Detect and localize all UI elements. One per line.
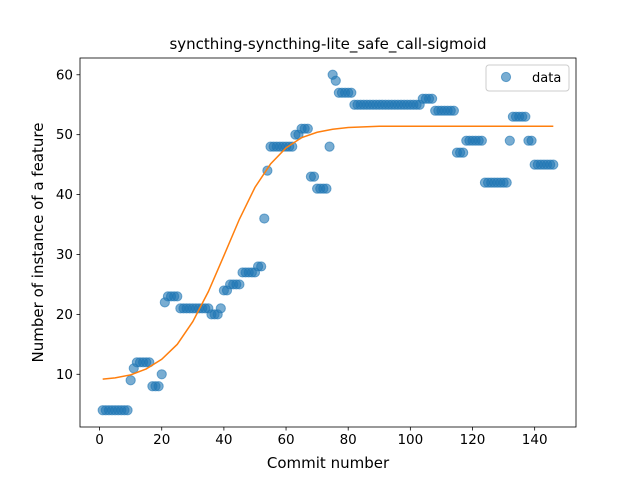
y-axis: 10 20 30 40 50 60 — [56, 67, 80, 383]
data-point — [215, 303, 226, 314]
data-point — [427, 93, 438, 104]
y-axis-label: Number of instance of a feature — [29, 123, 47, 363]
x-tick-label: 60 — [277, 432, 294, 448]
x-tick-label: 140 — [522, 432, 548, 448]
y-tick-label: 40 — [56, 187, 73, 203]
data-point — [125, 375, 136, 386]
data-point — [308, 171, 320, 182]
data-point — [256, 261, 267, 272]
y-tick-label: 30 — [56, 247, 73, 263]
x-tick-label: 40 — [215, 432, 232, 448]
data-point — [259, 213, 270, 224]
y-tick-label: 50 — [56, 127, 73, 143]
data-point — [302, 123, 313, 134]
legend-box — [485, 64, 570, 92]
x-tick-label: 20 — [153, 432, 170, 448]
chart-title: syncthing-syncthing-lite_safe_call-sigmo… — [169, 35, 486, 54]
plot-frame — [79, 57, 577, 428]
x-axis: 0 20 40 60 80 100 120 140 — [95, 427, 548, 448]
data-series — [97, 69, 559, 416]
y-tick-label: 10 — [56, 367, 73, 383]
data-point — [526, 135, 537, 146]
data-point — [548, 159, 559, 170]
y-tick-label: 60 — [56, 67, 73, 83]
data-point — [172, 291, 183, 302]
legend-marker — [500, 71, 512, 83]
legend-label: data — [532, 71, 561, 86]
x-axis-label: Commit number — [267, 454, 390, 472]
data-point — [156, 369, 167, 380]
data-point — [501, 177, 512, 188]
data-point — [122, 405, 133, 416]
data-point — [520, 111, 531, 122]
x-tick-label: 100 — [397, 432, 423, 448]
data-point — [476, 135, 487, 146]
y-tick-label: 20 — [56, 307, 73, 323]
data-point — [321, 183, 332, 194]
data-point — [234, 279, 245, 290]
data-point — [153, 381, 164, 392]
data-point — [346, 87, 357, 98]
data-point — [448, 105, 459, 116]
legend: data — [485, 64, 570, 92]
data-point — [330, 75, 341, 86]
data-point — [324, 141, 335, 152]
data-point — [458, 147, 469, 158]
data-point — [504, 135, 515, 146]
x-tick-label: 120 — [460, 432, 486, 448]
x-tick-label: 80 — [340, 432, 357, 448]
plot-area — [97, 69, 559, 416]
x-tick-label: 0 — [95, 432, 104, 448]
sigmoid-fit-line — [102, 125, 554, 380]
